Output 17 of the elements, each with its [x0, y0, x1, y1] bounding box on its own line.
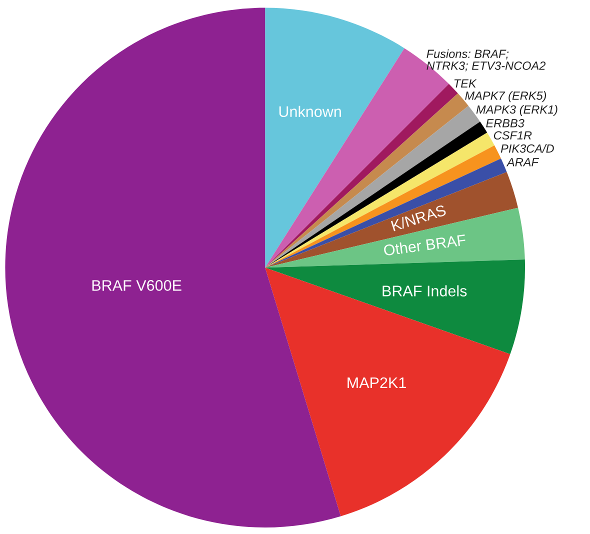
slice-label: TEK: [454, 79, 477, 88]
pie-slice: [265, 172, 518, 268]
slice-label: MAPK7 (ERK5): [465, 91, 546, 102]
slice-label: MAP2K1: [348, 377, 406, 388]
slice-label: Other BRAF: [383, 234, 466, 256]
slice-label: Unknown: [279, 106, 341, 118]
slice-label: PIK3CA/D: [500, 144, 554, 153]
pie-slice: [5, 8, 341, 528]
slice-label: ERBB3: [486, 118, 524, 128]
pie-slice: [265, 208, 525, 268]
slice-label: CSF1R: [494, 131, 532, 140]
pie-slice: [265, 268, 510, 516]
slice-label: BRAF Indels: [382, 285, 467, 296]
slice-label: ARAF: [506, 158, 540, 166]
pie-slice: [265, 259, 526, 354]
slice-label: BRAF V600E: [92, 280, 182, 291]
slice-label: MAPK3 (ERK1): [476, 105, 558, 116]
